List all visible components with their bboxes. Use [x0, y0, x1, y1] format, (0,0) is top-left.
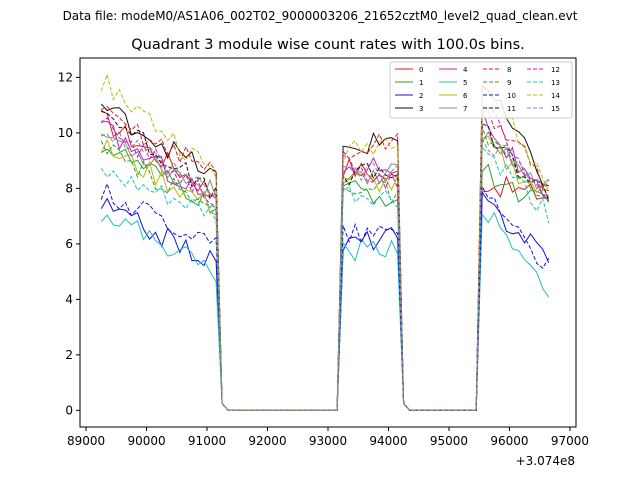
- series-line-12: [100, 107, 549, 411]
- legend-label: 3: [419, 105, 423, 113]
- y-tick-label: 2: [65, 348, 73, 362]
- legend-label: 15: [551, 105, 560, 113]
- legend-label: 10: [507, 92, 516, 100]
- legend-label: 11: [507, 105, 516, 113]
- x-tick-label: 97000: [551, 434, 589, 448]
- series-line-13: [100, 145, 550, 411]
- series-line-9: [100, 126, 550, 411]
- legend-label: 4: [463, 66, 468, 74]
- y-tick-label: 12: [58, 70, 73, 84]
- legend-label: 8: [507, 66, 511, 74]
- legend-label: 14: [551, 92, 560, 100]
- x-tick-label: 92000: [248, 434, 286, 448]
- legend-label: 2: [419, 92, 423, 100]
- chart-title: Quadrant 3 module wise count rates with …: [131, 37, 525, 53]
- x-offset-label: +3.074e8: [516, 454, 575, 468]
- series-line-14: [100, 72, 550, 411]
- legend-label: 9: [507, 79, 511, 87]
- data-file-label: Data file: modeM0/AS1A06_002T02_90000032…: [63, 9, 578, 23]
- series-line-6: [100, 135, 550, 411]
- legend-label: 5: [463, 79, 467, 87]
- x-tick-label: 89000: [67, 434, 105, 448]
- series-line-11: [101, 110, 550, 411]
- y-tick-label: 6: [65, 237, 73, 251]
- series-lines: [100, 72, 550, 411]
- y-axis: 0 2 4 6 8 10 12: [58, 70, 80, 417]
- series-line-10: [100, 182, 550, 411]
- legend-label: 13: [551, 79, 560, 87]
- x-axis: 89000 90000 91000 92000 93000 94000 95000 96000…: [67, 427, 589, 448]
- x-tick-label: 96000: [490, 434, 528, 448]
- legend-label: 1: [419, 79, 423, 87]
- legend-box: [389, 61, 573, 119]
- x-tick-label: 95000: [430, 434, 468, 448]
- x-tick-label: 93000: [309, 434, 347, 448]
- x-tick-label: 94000: [369, 434, 407, 448]
- legend-label: 12: [551, 66, 560, 74]
- y-tick-label: 4: [65, 292, 73, 306]
- x-tick-label: 90000: [127, 434, 165, 448]
- x-tick-label: 91000: [188, 434, 226, 448]
- series-line-15: [101, 130, 550, 411]
- series-line-5: [100, 211, 550, 411]
- y-tick-label: 8: [65, 181, 73, 195]
- y-tick-label: 10: [58, 126, 73, 140]
- legend-label: 0: [419, 66, 423, 74]
- series-line-2: [100, 191, 550, 411]
- series-line-0: [100, 109, 549, 411]
- y-tick-label: 0: [65, 403, 73, 417]
- legend-label: 6: [463, 92, 468, 100]
- legend-label: 7: [463, 105, 467, 113]
